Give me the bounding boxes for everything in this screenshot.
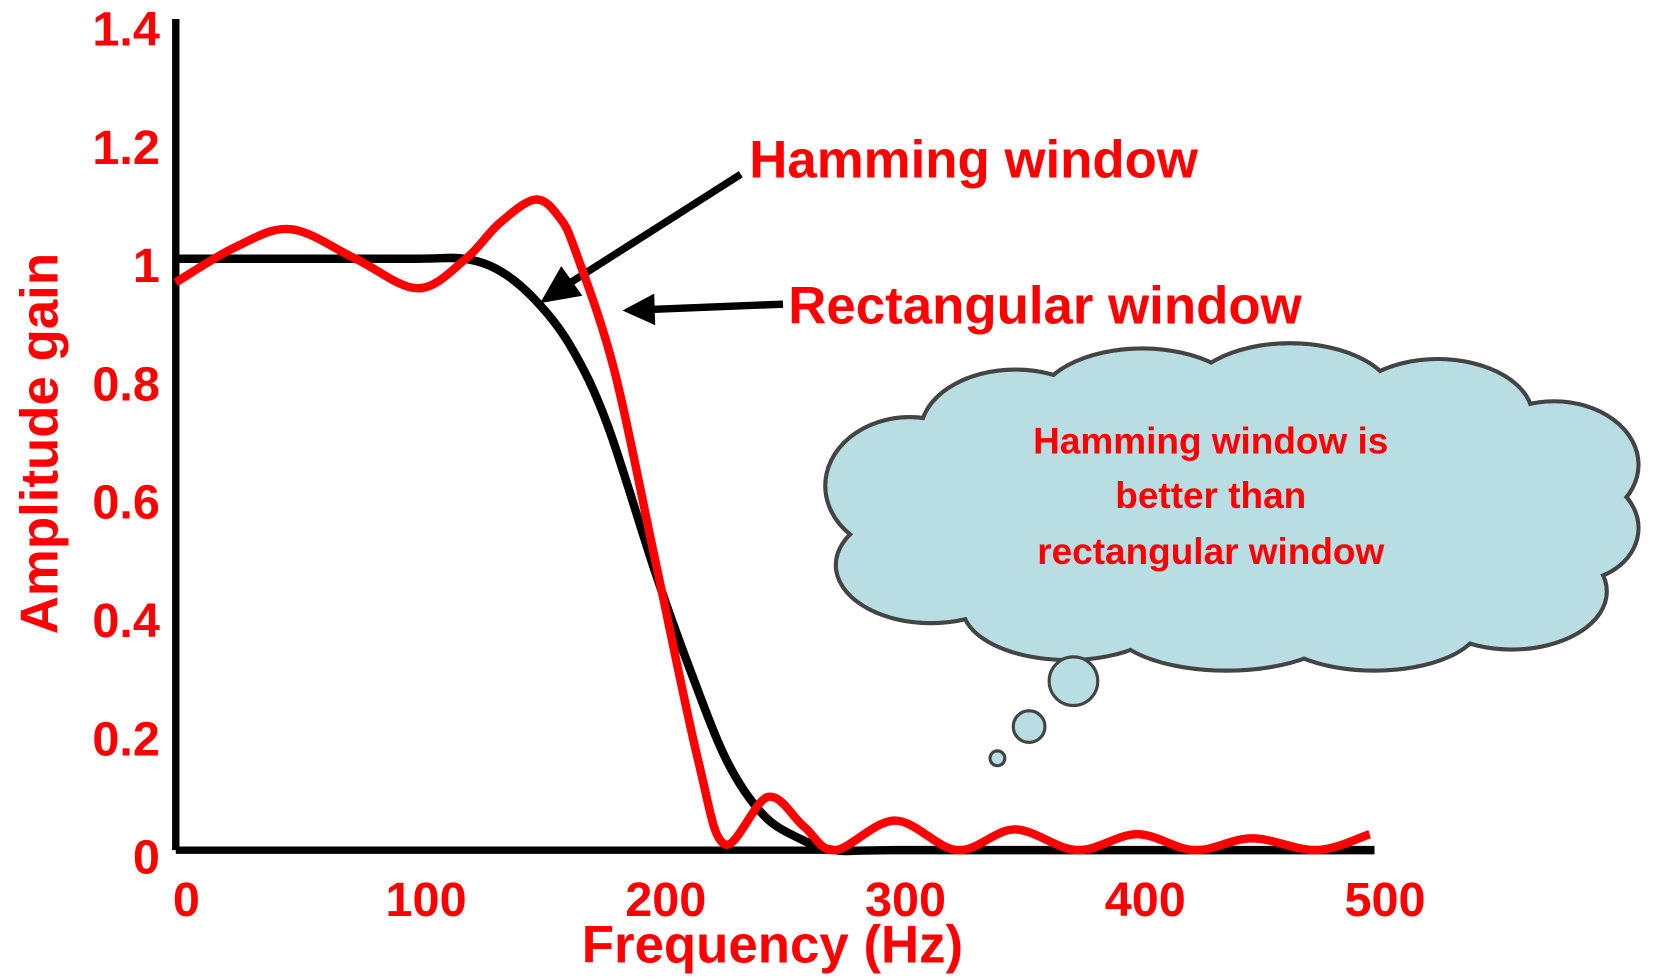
- series-line: [173, 195, 1372, 855]
- y-tick-label: 0.2: [92, 712, 160, 766]
- annotation: Rectangular window: [788, 276, 1302, 335]
- callout-text: rectangular window: [1037, 531, 1384, 572]
- annotation: Hamming window: [749, 131, 1199, 190]
- x-tick-label: 400: [1105, 873, 1186, 927]
- x-axis-label: Frequency (Hz): [582, 915, 963, 974]
- callout-text: better than: [1115, 475, 1306, 516]
- x-tick-label: 300: [865, 873, 946, 927]
- x-tick-label: 200: [625, 873, 706, 927]
- y-tick-label: 1: [133, 239, 160, 293]
- y-tick-label: 0.4: [92, 594, 160, 648]
- cloud: [823, 341, 1641, 768]
- x-tick-label: 0: [173, 873, 200, 927]
- y-axis-label: Amplitude gain: [11, 253, 70, 634]
- y-tick-label: 0.8: [92, 357, 160, 411]
- y-tick-label: 0.6: [92, 476, 160, 530]
- y-tick-label: 0: [133, 831, 160, 885]
- x-tick-label: 100: [386, 873, 467, 927]
- y-tick-label: 1.4: [92, 3, 160, 57]
- callout-text: Hamming window is: [1033, 420, 1388, 461]
- y-tick-label: 1.2: [92, 121, 160, 175]
- x-tick-label: 500: [1344, 873, 1425, 927]
- arrows: [540, 171, 784, 326]
